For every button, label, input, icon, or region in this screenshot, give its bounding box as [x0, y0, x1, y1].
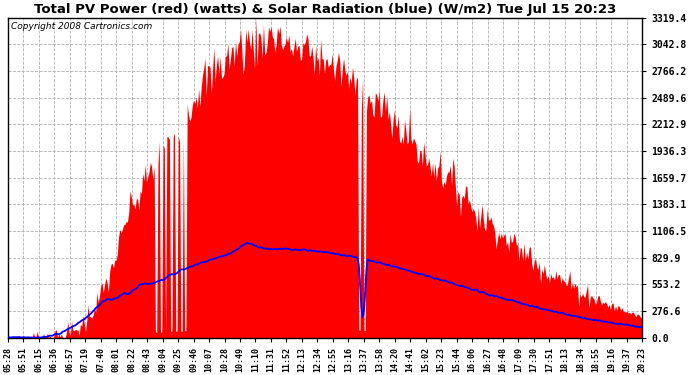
Title: Total PV Power (red) (watts) & Solar Radiation (blue) (W/m2) Tue Jul 15 20:23: Total PV Power (red) (watts) & Solar Rad…	[34, 3, 616, 16]
Text: Copyright 2008 Cartronics.com: Copyright 2008 Cartronics.com	[11, 22, 152, 32]
